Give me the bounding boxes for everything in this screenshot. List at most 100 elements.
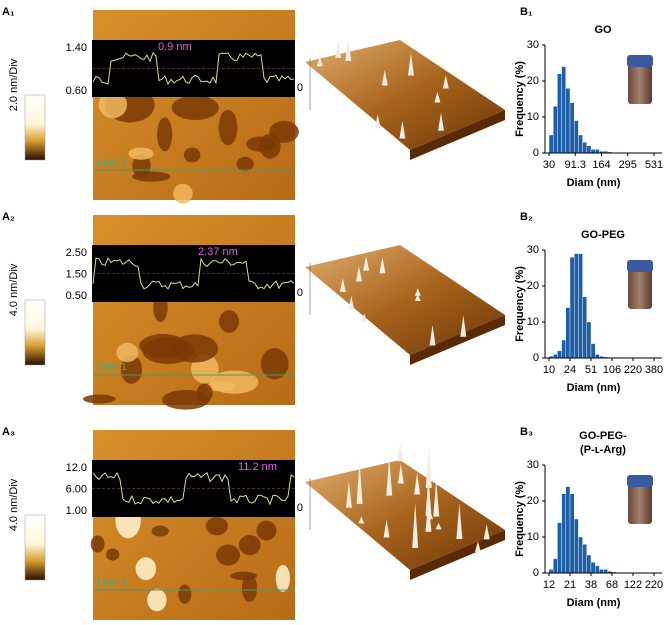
afm-flake	[246, 136, 276, 152]
surface-peak	[412, 502, 419, 549]
afm-flake	[171, 95, 219, 120]
afm-flake	[196, 383, 213, 403]
profile-tick-label: 1.00	[66, 505, 87, 517]
surface-peak	[474, 541, 481, 552]
surface-peak	[379, 256, 386, 274]
x-tick-label: 106	[603, 364, 621, 376]
chart-title: GO-PEG	[581, 229, 625, 241]
surface-peak	[407, 52, 414, 76]
bar	[595, 354, 600, 359]
surface-peak	[414, 294, 421, 302]
y-tick-label: 30	[527, 459, 539, 471]
x-axis-label: Diam (nm)	[567, 382, 621, 394]
profile-tick-label: 1.40	[66, 42, 87, 54]
bar	[565, 486, 571, 574]
bar	[569, 493, 575, 574]
x-tick-label: 30	[543, 159, 555, 171]
y-tick-label: 20	[527, 280, 539, 292]
bar	[590, 149, 596, 154]
y-tick-label: 10	[527, 531, 539, 543]
profile-curve	[92, 256, 295, 290]
y-axis-label: Frequency (%)	[514, 266, 526, 342]
profile-height: 11.2 nm	[238, 461, 277, 473]
afm-flake	[82, 394, 116, 404]
profile-height: 0.9 nm	[158, 41, 192, 53]
bar	[578, 134, 583, 154]
vial-cap	[627, 260, 653, 272]
surface-peak	[358, 516, 365, 524]
bar	[582, 544, 587, 574]
bar	[574, 518, 579, 574]
y-tick-label: 0	[533, 352, 539, 364]
afm-flake	[139, 333, 188, 358]
bar	[553, 105, 558, 154]
x-tick-label: 68	[606, 579, 618, 591]
bar	[557, 73, 562, 154]
panel-label: B₁	[520, 6, 533, 18]
surface-peak	[363, 255, 370, 271]
bar	[603, 569, 608, 574]
bar	[586, 554, 592, 574]
afm-flake	[205, 381, 236, 392]
panel-label: B₂	[520, 211, 533, 223]
afm-flake	[151, 525, 169, 537]
scale-label: 4.0 nm/Div	[8, 263, 20, 316]
line-label: Line 1	[97, 576, 127, 588]
bar	[565, 307, 571, 359]
bar	[557, 350, 562, 359]
surface-peak	[397, 463, 404, 484]
surface-peak	[316, 56, 323, 67]
panel-label: A₃	[2, 426, 15, 438]
profile-tick-label: 12.0	[66, 462, 87, 474]
x-tick-label: 531	[645, 159, 663, 171]
afm-flake	[106, 548, 120, 561]
panel-label: A₁	[2, 6, 15, 18]
surface-zero: 0	[297, 287, 303, 299]
profile-tick-label: 6.00	[66, 483, 87, 495]
bar	[557, 522, 562, 574]
bar	[578, 536, 583, 574]
afm-flake	[238, 534, 261, 556]
x-tick-label: 380	[645, 364, 663, 376]
chart-title: GO	[594, 24, 612, 36]
surface-side	[410, 315, 505, 365]
afm-flake	[157, 117, 173, 152]
surface-peak	[427, 511, 434, 520]
surface-zero: 0	[297, 502, 303, 514]
x-tick-label: 122	[624, 579, 642, 591]
surface-peak	[429, 324, 436, 346]
afm-flake	[218, 109, 238, 146]
surface-peak	[434, 91, 441, 103]
y-tick-label: 20	[527, 75, 539, 87]
vial-cap	[627, 55, 653, 67]
afm-flake	[135, 557, 157, 581]
y-tick-label: 30	[527, 244, 539, 256]
bar	[590, 343, 596, 359]
bar	[548, 134, 554, 154]
surface-peak	[381, 69, 388, 86]
bar	[553, 354, 558, 359]
bar	[582, 296, 587, 359]
panel-label: B₃	[520, 426, 533, 438]
afm-flake	[178, 584, 192, 604]
afm-flake	[98, 91, 128, 119]
scale-label: 4.0 nm/Div	[8, 478, 20, 531]
afm-flake	[216, 544, 240, 566]
y-tick-label: 10	[527, 111, 539, 123]
bar	[574, 120, 579, 154]
profile-curve	[92, 471, 295, 506]
surface-peak	[425, 446, 432, 488]
bar	[561, 493, 566, 574]
afm-flake	[241, 573, 258, 603]
x-tick-label: 91.3	[565, 159, 586, 171]
bar	[548, 569, 554, 574]
bar	[574, 253, 579, 359]
bar	[561, 339, 566, 359]
afm-flake	[173, 183, 193, 204]
scale-bar	[24, 299, 46, 366]
afm-flake	[147, 588, 167, 612]
bar	[565, 87, 571, 154]
x-tick-label: 10	[543, 364, 555, 376]
x-tick-label: 220	[645, 579, 663, 591]
afm-flake	[219, 310, 240, 333]
